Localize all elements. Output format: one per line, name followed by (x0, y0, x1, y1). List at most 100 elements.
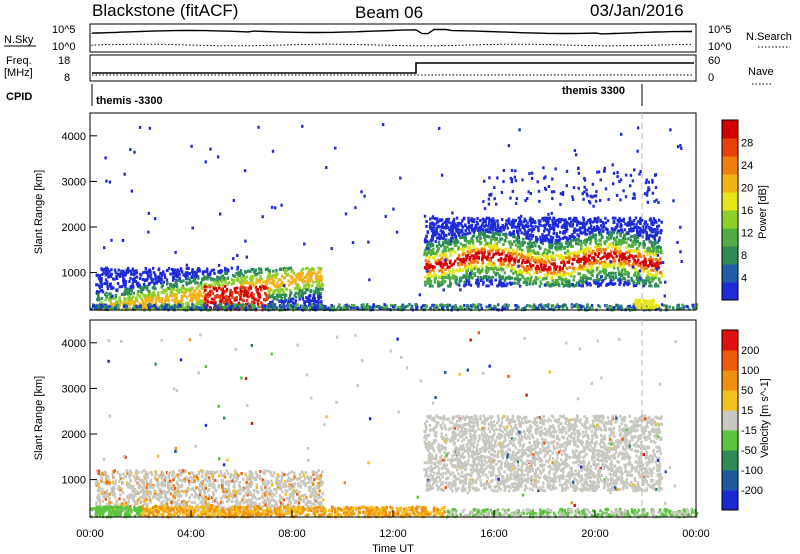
data-cell (246, 291, 250, 295)
data-cell (642, 244, 645, 248)
data-cell (638, 218, 642, 222)
data-cell (571, 198, 575, 201)
data-cell (249, 286, 253, 290)
data-cell (646, 200, 649, 204)
data-cell (627, 279, 630, 283)
data-cell (653, 199, 656, 203)
data-cell (246, 306, 250, 310)
data-cell (616, 224, 619, 228)
data-cell (276, 288, 279, 292)
data-cell (155, 281, 159, 285)
data-cell (491, 244, 494, 248)
data-cell (118, 304, 121, 307)
data-cell (429, 252, 433, 256)
data-cell (487, 197, 491, 201)
data-cell (612, 237, 616, 240)
data-cell (279, 278, 282, 282)
data-cell (476, 269, 480, 273)
data-cell (223, 268, 227, 272)
data-cell (248, 284, 252, 288)
data-cell (467, 245, 470, 249)
data-cell (483, 179, 486, 183)
data-cell (185, 306, 188, 310)
data-cell (481, 228, 485, 232)
data-cell (604, 264, 607, 268)
data-cell (530, 219, 533, 223)
data-cell (501, 305, 504, 309)
data-cell (545, 273, 548, 277)
data-cell (149, 297, 152, 301)
data-cell (635, 262, 638, 266)
data-cell (116, 300, 120, 304)
data-cell (510, 242, 514, 246)
data-cell (275, 306, 278, 310)
data-cell (121, 307, 124, 311)
data-cell (103, 293, 107, 297)
data-cell (596, 273, 599, 277)
data-cell (146, 296, 149, 300)
data-cell (564, 283, 567, 287)
data-cell (118, 285, 121, 289)
data-cell (512, 262, 516, 266)
nave-label: Nave (748, 66, 774, 78)
data-cell (291, 301, 295, 305)
data-cell (622, 219, 625, 223)
data-cell (610, 249, 613, 253)
data-cell (597, 216, 600, 220)
data-cell (636, 247, 639, 251)
data-cell (234, 296, 237, 300)
data-cell (623, 280, 626, 284)
data-cell (458, 283, 461, 287)
data-cell (573, 270, 576, 274)
data-cell (307, 279, 310, 283)
data-cell (648, 277, 651, 281)
data-cell (541, 242, 544, 246)
data-cell (601, 256, 604, 260)
data-cell (616, 266, 620, 270)
data-cell (154, 217, 157, 221)
data-cell (595, 220, 599, 224)
data-cell (514, 281, 517, 285)
data-cell (316, 307, 320, 311)
data-cell (565, 272, 569, 276)
data-cell (575, 219, 578, 223)
data-cell (480, 279, 483, 282)
data-cell (485, 278, 489, 282)
data-cell (249, 276, 253, 280)
data-cell (627, 255, 630, 259)
data-cell (475, 255, 478, 259)
data-cell (581, 226, 584, 230)
data-cell (136, 305, 139, 309)
data-cell (655, 198, 658, 202)
data-cell (260, 284, 264, 288)
data-cell (99, 289, 102, 293)
data-cell (544, 188, 548, 192)
data-cell (495, 248, 498, 252)
data-cell (630, 227, 633, 231)
data-cell (649, 262, 652, 266)
data-cell (408, 303, 411, 306)
data-cell (214, 307, 218, 311)
data-cell (185, 263, 189, 267)
data-cell (606, 246, 609, 250)
data-cell (287, 267, 290, 271)
data-cell (543, 253, 546, 257)
data-cell (507, 219, 510, 223)
data-cell (531, 241, 534, 245)
data-cell (305, 288, 308, 292)
data-cell (427, 250, 430, 254)
data-cell (280, 280, 284, 284)
data-cell (612, 256, 615, 260)
data-cell (450, 233, 454, 237)
data-cell (681, 303, 684, 307)
data-cell (496, 232, 500, 236)
data-cell (212, 280, 216, 284)
data-cell (251, 292, 255, 296)
data-cell (566, 245, 569, 249)
data-cell (510, 225, 514, 229)
data-cell (107, 297, 110, 301)
data-cell (542, 218, 545, 222)
data-cell (480, 250, 483, 254)
data-cell (151, 278, 155, 282)
data-cell (255, 279, 259, 283)
